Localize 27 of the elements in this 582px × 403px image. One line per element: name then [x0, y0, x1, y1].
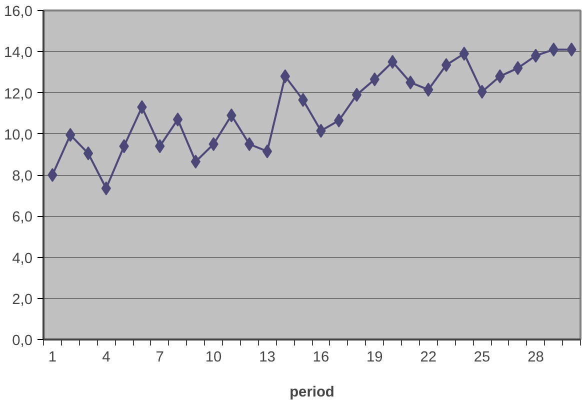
- y-tick-label: 12,0: [4, 86, 33, 102]
- point: [352, 88, 362, 102]
- x-tick-label: 28: [528, 350, 544, 366]
- y-tick-label: 10,0: [4, 127, 33, 144]
- y-tick-label: 2,0: [12, 292, 32, 308]
- y-tick-label: 6,0: [12, 210, 32, 226]
- y-tick-label: 8,0: [12, 168, 32, 184]
- y-tick-label: 14,0: [4, 45, 33, 62]
- x-tick-label: 4: [102, 350, 110, 366]
- x-tick-label: 16: [312, 350, 330, 366]
- y-tick-label: 16,0: [4, 4, 33, 20]
- x-tick-label: 7: [156, 350, 164, 366]
- x-axis-title: period: [290, 384, 334, 400]
- point: [262, 144, 272, 158]
- x-tick-label: 10: [205, 350, 222, 366]
- y-tick-label: 4,0: [12, 250, 32, 267]
- x-tick-label: 1: [48, 350, 57, 366]
- y-tick-label: 0,0: [12, 333, 32, 349]
- point: [83, 146, 94, 160]
- x-tick-label: 19: [366, 350, 383, 366]
- x-tick-label: 22: [420, 350, 437, 366]
- point: [441, 58, 452, 72]
- point: [48, 168, 58, 182]
- point: [530, 48, 541, 63]
- x-tick-label: 25: [474, 350, 490, 366]
- x-tick-label: 13: [259, 350, 276, 366]
- point: [172, 112, 183, 126]
